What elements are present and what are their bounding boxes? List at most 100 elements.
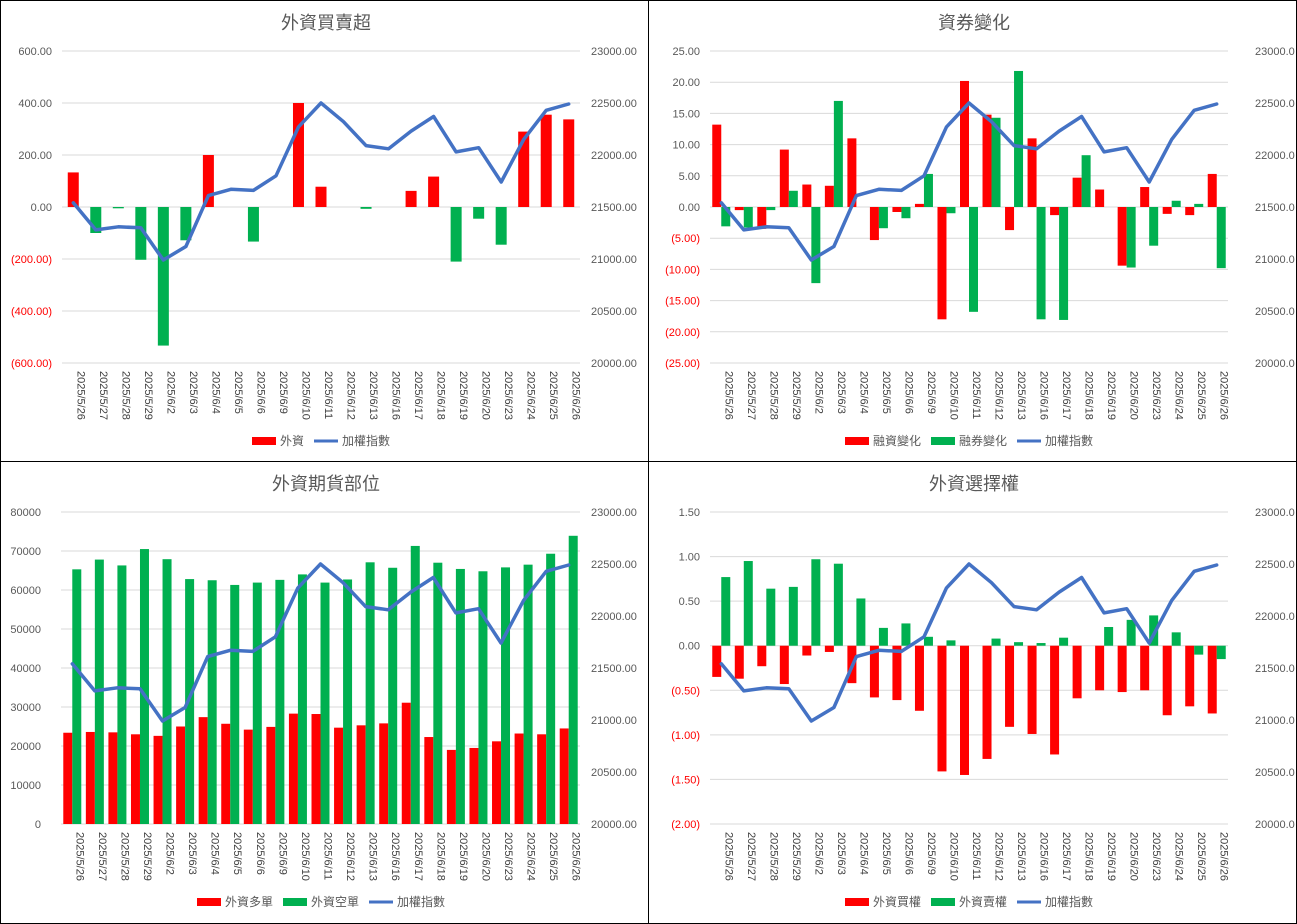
y-tick-label: 0.00 — [679, 641, 700, 653]
bar — [1149, 615, 1159, 646]
x-tick-label: 2025/6/24 — [1173, 832, 1185, 881]
y-tick-label: (15.00) — [665, 296, 700, 308]
bar — [559, 728, 569, 824]
x-tick-label: 2025/6/5 — [231, 832, 243, 875]
y2-tick-label: 20500.00 — [1255, 767, 1295, 779]
x-tick-label: 2025/6/9 — [925, 832, 937, 875]
bar — [766, 207, 776, 211]
bar — [923, 173, 933, 207]
y-tick-label: (400.00) — [11, 306, 52, 318]
bar — [1171, 632, 1181, 646]
x-tick-label: 2025/6/10 — [947, 371, 959, 420]
x-tick-label: 2025/6/13 — [367, 832, 379, 881]
x-tick-label: 2025/6/23 — [502, 832, 514, 881]
bar — [757, 645, 767, 667]
y2-tick-label: 20500.00 — [591, 306, 637, 318]
bar — [1005, 645, 1015, 727]
bar — [914, 645, 924, 711]
bar — [176, 726, 186, 824]
y2-tick-label: 22000.00 — [1255, 150, 1295, 162]
bar — [139, 549, 149, 824]
bar — [1117, 645, 1127, 693]
x-tick-label: 2025/6/3 — [186, 832, 198, 875]
bar — [112, 207, 124, 209]
legend-item: 外資賣權 — [931, 894, 1007, 909]
bar — [937, 207, 947, 320]
x-tick-label: 2025/6/2 — [164, 371, 176, 414]
x-tick-label: 2025/6/2 — [812, 371, 824, 414]
x-tick-label: 2025/6/24 — [525, 832, 537, 881]
bar — [734, 207, 744, 211]
x-tick-label: 2025/6/10 — [947, 832, 959, 881]
y-tick-label: 70000 — [10, 546, 41, 558]
x-tick-label: 2025/6/19 — [1105, 371, 1117, 420]
bar — [365, 562, 375, 824]
y2-tick-label: 20000.00 — [1255, 358, 1295, 370]
x-tick-label: 2025/6/10 — [299, 371, 311, 420]
x-tick-label: 2025/6/18 — [1083, 832, 1095, 881]
bar — [428, 176, 440, 207]
y-tick-label: (200.00) — [11, 254, 52, 266]
bar — [315, 186, 327, 207]
y-tick-label: 1.00 — [679, 552, 700, 564]
bar — [1014, 642, 1024, 646]
x-tick-label: 2025/6/18 — [1083, 371, 1095, 420]
bar — [1185, 207, 1195, 216]
y-tick-label: 200.00 — [18, 150, 52, 162]
x-tick-label: 2025/6/25 — [1195, 832, 1207, 881]
y2-tick-label: 21000.00 — [591, 715, 637, 727]
bar — [757, 207, 767, 229]
bar — [1126, 619, 1136, 646]
bar — [1036, 207, 1046, 320]
bar — [90, 207, 102, 233]
legend-item: 融資變化 — [845, 433, 921, 448]
chart-title: 外資選擇權 — [929, 474, 1019, 495]
x-tick-label: 2025/6/26 — [1218, 371, 1230, 420]
bar — [230, 584, 240, 824]
x-tick-label: 2025/6/16 — [1038, 371, 1050, 420]
bar — [734, 645, 744, 679]
bar — [824, 185, 834, 207]
x-tick-label: 2025/6/25 — [547, 371, 559, 420]
y2-tick-label: 21500.00 — [591, 202, 637, 214]
x-tick-label: 2025/6/26 — [1218, 832, 1230, 881]
bar — [1140, 645, 1150, 691]
bar — [869, 645, 879, 698]
chart-svg: 外資選擇權 (2.00) (1.50) (1.00) (0.50) 0.00 0.50 1.0… — [671, 474, 1295, 909]
bar — [180, 207, 192, 241]
bar — [1072, 645, 1082, 699]
x-tick-label: 2025/6/11 — [970, 832, 982, 880]
x-tick-label: 2025/6/6 — [902, 371, 914, 414]
bar — [207, 580, 217, 824]
bar — [266, 726, 276, 824]
y-tick-label: (0.50) — [671, 685, 700, 697]
bar — [108, 732, 118, 824]
bar — [85, 731, 95, 824]
chart-title: 資券變化 — [938, 13, 1010, 34]
y2-tick-label: 22500.00 — [591, 559, 637, 571]
bar — [334, 727, 344, 824]
x-tick-label: 2025/6/2 — [164, 832, 176, 875]
y-tick-label: (2.00) — [671, 819, 700, 831]
bar — [450, 207, 462, 262]
legend-item: 外資 — [252, 434, 304, 448]
bar — [275, 579, 285, 824]
bar — [1162, 207, 1172, 214]
bar — [1194, 645, 1204, 655]
x-tick-label: 2025/6/12 — [993, 832, 1005, 881]
bar — [779, 149, 789, 207]
y2-tick-label: 21000.00 — [1255, 254, 1295, 266]
x-tick-label: 2025/6/4 — [857, 832, 869, 875]
bar — [811, 559, 821, 646]
x-tick-label: 2025/5/26 — [722, 371, 734, 420]
bar — [537, 734, 547, 824]
x-tick-label: 2025/6/4 — [209, 832, 221, 875]
bar — [901, 623, 911, 646]
legend-swatch — [931, 437, 955, 445]
y2-tick-label: 22000.00 — [591, 611, 637, 623]
x-tick-label: 2025/5/27 — [745, 832, 757, 881]
legend-item: 加權指數 — [314, 433, 390, 448]
bar — [969, 207, 978, 312]
bar — [712, 645, 722, 677]
bar — [1014, 70, 1024, 207]
